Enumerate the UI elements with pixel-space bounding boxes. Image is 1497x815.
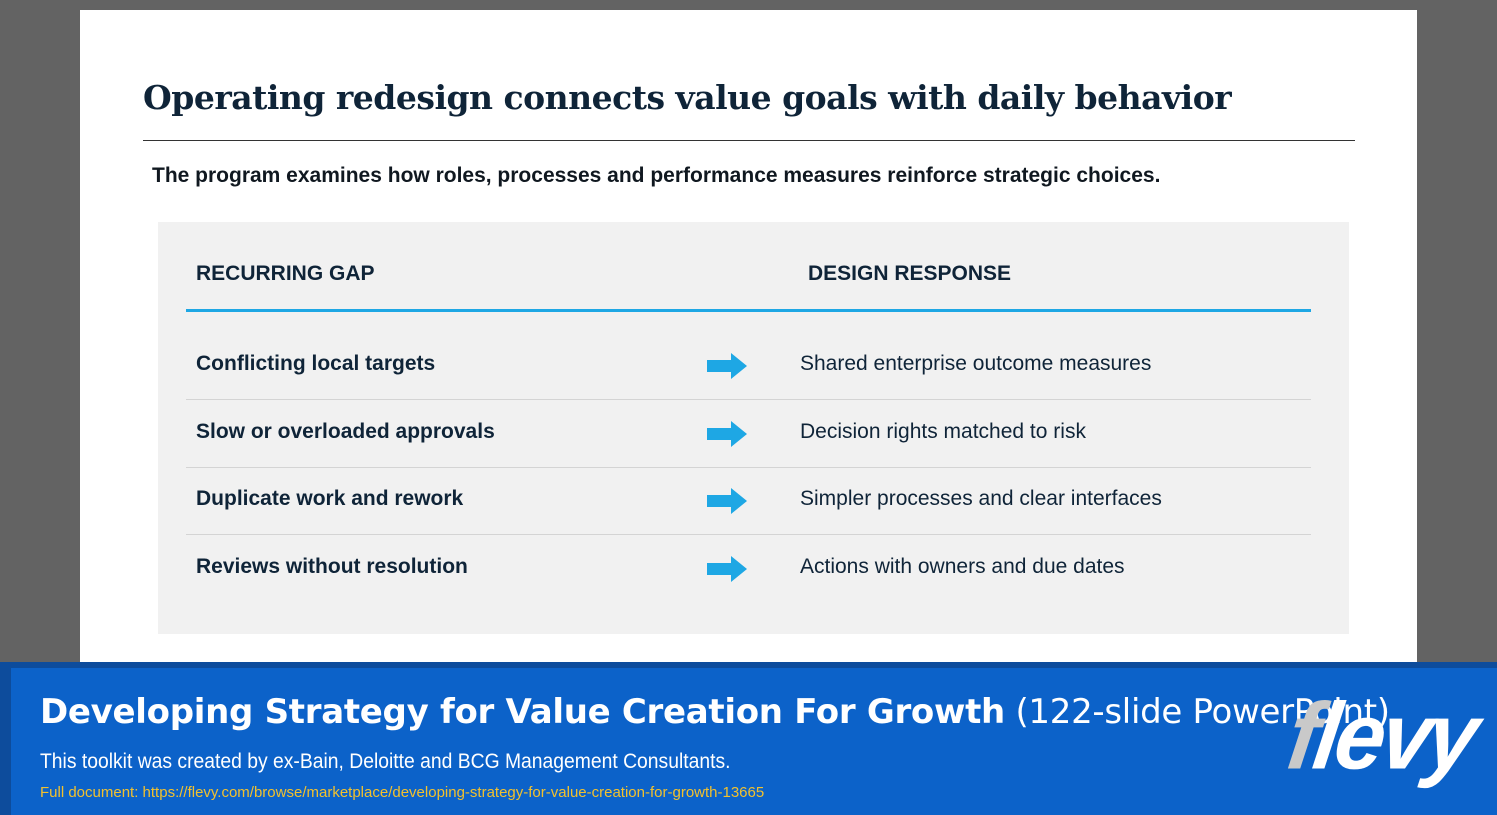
slide: Operating redesign connects value goals … bbox=[80, 10, 1417, 662]
right-arrow-icon bbox=[707, 421, 747, 447]
slide-subtitle: The program examines how roles, processe… bbox=[152, 164, 1161, 187]
gap-text: Reviews without resolution bbox=[196, 555, 468, 578]
gap-text: Conflicting local targets bbox=[196, 352, 436, 375]
banner-subtitle: This toolkit was created by ex-Bain, Del… bbox=[40, 750, 731, 773]
header-divider bbox=[186, 309, 1311, 312]
flevy-logo[interactable]: flevy bbox=[1281, 684, 1482, 790]
response-text: Actions with owners and due dates bbox=[800, 555, 1125, 578]
right-arrow-icon bbox=[707, 556, 747, 582]
right-arrow-icon bbox=[707, 488, 747, 514]
response-text: Shared enterprise outcome measures bbox=[800, 352, 1152, 375]
slide-title: Operating redesign connects value goals … bbox=[143, 78, 1232, 117]
table-row: Conflicting local targets Shared enterpr… bbox=[186, 332, 1311, 400]
banner-title-suffix: (122-slide PowerPoint) bbox=[1015, 692, 1390, 732]
table-row: Duplicate work and rework Simpler proces… bbox=[186, 467, 1311, 535]
promo-banner: Developing Strategy for Value Creation F… bbox=[0, 662, 1497, 815]
table-row: Reviews without resolution Actions with … bbox=[186, 535, 1311, 602]
gap-text: Slow or overloaded approvals bbox=[196, 420, 495, 443]
column-header-design-response: DESIGN RESPONSE bbox=[808, 262, 1012, 285]
title-divider bbox=[143, 140, 1355, 141]
column-header-recurring-gap: RECURRING GAP bbox=[196, 262, 375, 285]
right-arrow-icon bbox=[707, 353, 747, 379]
table-row: Slow or overloaded approvals Decision ri… bbox=[186, 400, 1311, 468]
full-document-link[interactable]: Full document: https://flevy.com/browse/… bbox=[40, 784, 765, 801]
response-text: Decision rights matched to risk bbox=[800, 420, 1086, 443]
gap-text: Duplicate work and rework bbox=[196, 487, 464, 510]
response-text: Simpler processes and clear interfaces bbox=[800, 487, 1162, 510]
promo-banner-body: Developing Strategy for Value Creation F… bbox=[11, 668, 1497, 815]
gap-response-table: RECURRING GAP DESIGN RESPONSE Conflictin… bbox=[158, 222, 1349, 634]
banner-title: Developing Strategy for Value Creation F… bbox=[40, 692, 1390, 732]
banner-title-main: Developing Strategy for Value Creation F… bbox=[40, 692, 1005, 732]
